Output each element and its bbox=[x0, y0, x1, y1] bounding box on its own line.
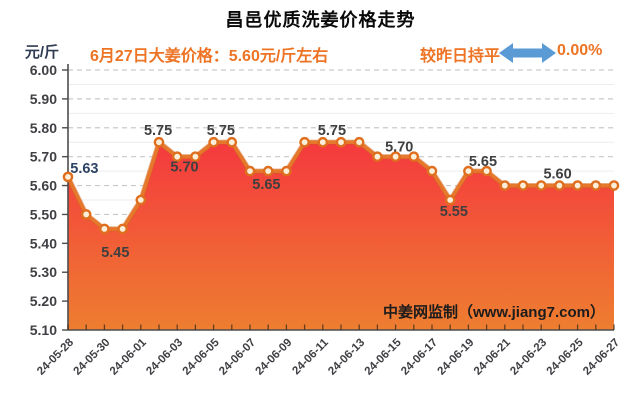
left-right-arrow-icon bbox=[499, 43, 556, 63]
point-value-label: 5.70 bbox=[385, 140, 413, 156]
y-tick-label: 5.20 bbox=[30, 293, 57, 309]
data-point-marker bbox=[171, 151, 183, 162]
y-tick-label: 5.10 bbox=[30, 322, 57, 338]
data-point-marker bbox=[535, 180, 547, 191]
data-point-marker bbox=[390, 151, 401, 162]
y-tick-label: 5.70 bbox=[30, 149, 57, 165]
data-point-marker bbox=[226, 136, 238, 148]
data-point-marker bbox=[481, 165, 492, 177]
data-point-marker bbox=[80, 209, 92, 220]
data-point-marker bbox=[317, 136, 329, 148]
data-point-marker bbox=[572, 180, 583, 191]
point-value-label: 5.70 bbox=[170, 160, 198, 176]
data-point-marker bbox=[499, 180, 511, 191]
data-point-marker bbox=[590, 180, 602, 191]
y-axis-unit-label: 元/斤 bbox=[24, 44, 60, 61]
x-tick-label: 24-05-30 bbox=[71, 337, 112, 378]
x-tick-label: 24-06-09 bbox=[253, 337, 294, 378]
data-point-marker bbox=[99, 223, 110, 235]
data-point-marker bbox=[372, 151, 383, 162]
point-value-label: 5.60 bbox=[543, 167, 571, 183]
data-point-marker bbox=[408, 151, 420, 162]
x-tick-label: 24-06-13 bbox=[326, 337, 367, 378]
point-value-label: 5.55 bbox=[440, 204, 468, 220]
data-point-marker bbox=[135, 194, 147, 206]
data-point-marker bbox=[153, 136, 165, 148]
data-point-marker bbox=[117, 223, 128, 235]
x-tick-label: 24-06-11 bbox=[290, 336, 331, 377]
data-point-marker bbox=[444, 194, 456, 206]
y-tick-label: 5.80 bbox=[30, 120, 57, 136]
y-tick-label: 5.30 bbox=[30, 264, 57, 280]
comparison-label: 较昨日持平 bbox=[420, 48, 501, 65]
x-tick-label: 24-06-25 bbox=[545, 336, 586, 377]
y-tick-label: 5.90 bbox=[30, 91, 57, 107]
data-point-marker bbox=[62, 171, 74, 183]
data-point-marker bbox=[426, 165, 438, 177]
y-tick-label: 5.50 bbox=[30, 206, 57, 222]
y-tick-label: 5.40 bbox=[30, 235, 57, 251]
point-value-label: 5.63 bbox=[70, 161, 98, 177]
data-point-marker bbox=[608, 180, 620, 191]
data-point-marker bbox=[262, 165, 274, 177]
data-point-marker bbox=[208, 136, 219, 148]
x-tick-label: 24-06-01 bbox=[108, 336, 149, 377]
data-point-marker bbox=[463, 165, 474, 177]
data-point-marker bbox=[335, 136, 347, 148]
data-point-marker bbox=[244, 165, 256, 177]
x-tick-label: 24-06-15 bbox=[363, 336, 404, 377]
x-tick-label: 24-06-27 bbox=[581, 337, 622, 378]
current-price-subtitle: 6月27日大姜价格：5.60元/斤左右 bbox=[90, 48, 329, 65]
point-value-label: 5.65 bbox=[469, 154, 497, 170]
x-tick-label: 24-06-19 bbox=[435, 337, 476, 378]
x-tick-label: 24-06-17 bbox=[399, 337, 440, 378]
comparison-percent: 0.00% bbox=[557, 42, 603, 59]
data-point-marker bbox=[299, 136, 310, 148]
x-tick-label: 24-06-05 bbox=[181, 336, 222, 377]
area-fill bbox=[68, 142, 614, 330]
y-tick-label: 5.60 bbox=[30, 178, 57, 194]
y-tick-label: 6.00 bbox=[30, 62, 57, 78]
point-value-label: 5.65 bbox=[252, 177, 280, 193]
point-value-label: 5.75 bbox=[144, 123, 172, 139]
data-point-marker bbox=[190, 151, 201, 162]
point-value-label: 5.75 bbox=[318, 123, 346, 139]
x-tick-label: 24-05-28 bbox=[35, 336, 76, 377]
data-point-marker bbox=[353, 136, 365, 148]
point-value-label: 5.45 bbox=[101, 245, 129, 261]
chart-title: 昌邑优质洗姜价格走势 bbox=[225, 10, 416, 30]
watermark-text: 中姜网监制（www.jiang7.com） bbox=[383, 303, 605, 321]
point-value-label: 5.75 bbox=[207, 123, 235, 139]
x-tick-label: 24-06-21 bbox=[472, 336, 513, 377]
x-tick-label: 24-06-03 bbox=[144, 337, 185, 378]
data-point-marker bbox=[517, 180, 529, 191]
data-point-marker bbox=[281, 165, 292, 177]
x-tick-label: 24-06-07 bbox=[217, 337, 258, 378]
data-point-marker bbox=[554, 180, 565, 191]
x-tick-label: 24-06-23 bbox=[508, 337, 549, 378]
